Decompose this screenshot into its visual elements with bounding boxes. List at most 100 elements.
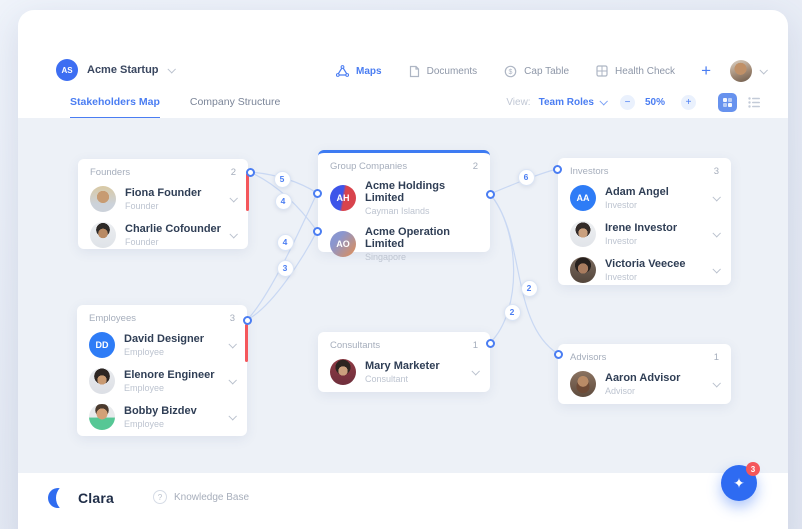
nav-maps-label: Maps [356,65,382,77]
member-row[interactable]: Charlie Cofounder Founder [78,217,248,253]
add-button[interactable]: + [701,61,711,80]
card-group-companies: Group Companies 2 AH Acme Holdings Limit… [318,150,490,262]
chevron-down-icon[interactable] [228,340,237,349]
nav-documents-label: Documents [426,65,478,77]
card-title: Group Companies [330,161,408,172]
member-row[interactable]: Bobby Bizdev Employee [77,399,247,435]
member-name: Bobby Bizdev [124,404,197,417]
card-advisors: Advisors 1 Aaron Advisor Advisor [558,344,731,404]
card-title: Consultants [330,340,381,351]
member-role: Cayman Islands [365,206,430,217]
knowledge-base-label: Knowledge Base [174,491,250,503]
card-title: Employees [89,313,136,324]
card-header: Founders 2 [78,159,248,181]
documents-icon [409,65,420,78]
connection-badge: 2 [503,303,521,321]
company-avatar: AH [330,185,356,212]
card-title: Advisors [570,352,607,363]
avatar-photo [570,371,596,397]
member-role: Employee [124,419,165,430]
member-row[interactable]: Victoria Veecee Investor [558,252,731,288]
connector-founders [245,167,255,177]
workspace-name: Acme Startup [87,64,159,76]
nav-health-check[interactable]: Health Check [589,65,682,77]
member-row[interactable]: Fiona Founder Founder [78,181,248,217]
avatar-photo [330,359,356,385]
workspace-switcher[interactable]: AS Acme Startup [56,58,176,82]
member-row[interactable]: Mary Marketer Consultant [318,354,490,390]
chevron-down-icon[interactable] [471,367,480,376]
tab-company-structure[interactable]: Company Structure [189,96,281,108]
card-header: Investors 3 [558,158,731,180]
chevron-down-icon [166,65,176,74]
member-name: Acme Operation Limited [365,226,450,251]
tab-bar: Stakeholders Map Company Structure [70,96,280,119]
svg-text:$: $ [509,69,513,76]
chevron-down-icon[interactable] [712,193,721,202]
chevron-down-icon[interactable] [229,194,238,203]
chevron-down-icon[interactable] [228,376,237,385]
connector-advisors [553,349,563,359]
member-row[interactable]: AO Acme Operation Limited Singapore [318,221,490,267]
zoom-in-button[interactable]: + [681,94,696,110]
connection-badge: 2 [520,279,538,297]
nav-cap-table[interactable]: $ Cap Table [497,65,576,78]
brand-name: Clara [78,490,115,506]
list-view-button[interactable] [745,93,764,112]
member-role: Employee [124,347,165,358]
user-menu[interactable] [730,60,768,82]
knowledge-base-link[interactable]: ? Knowledge Base [153,490,249,504]
member-row[interactable]: DD David Designer Employee [77,327,247,363]
view-selector[interactable]: Team Roles [538,96,608,108]
grid-icon [723,97,732,107]
card-count: 2 [230,167,236,178]
chevron-down-icon[interactable] [229,230,238,239]
assistant-fab-button[interactable]: ✦ 3 [721,462,760,501]
maps-icon [336,65,350,77]
card-count: 1 [713,352,719,363]
avatar-initials: AA [570,185,596,211]
connection-badge: 5 [273,170,291,188]
member-role: Investor [605,236,638,247]
chevron-down-icon[interactable] [712,229,721,238]
card-count: 3 [713,166,719,177]
chevron-down-icon[interactable] [228,412,237,421]
chevron-down-icon [599,97,608,106]
view-selector-value: Team Roles [538,96,594,108]
chevron-down-icon [759,66,768,75]
avatar-photo [90,222,116,248]
member-row[interactable]: AA Adam Angel Investor [558,180,731,216]
member-name: Elenore Engineer [124,368,215,381]
connection-badge: 6 [517,168,535,186]
nav-health-check-label: Health Check [615,65,676,77]
user-avatar [730,60,752,82]
top-nav: Maps Documents $ Cap Table Health Check [329,60,768,82]
member-row[interactable]: Elenore Engineer Employee [77,363,247,399]
map-view-button[interactable] [718,92,737,112]
member-name: Aaron Advisor [605,371,681,384]
connector-consultants [485,338,495,348]
card-title: Founders [90,167,131,178]
tab-stakeholders-map[interactable]: Stakeholders Map [70,96,160,119]
clara-logo-icon [48,488,68,508]
card-header: Group Companies 2 [318,153,490,175]
member-row[interactable]: AH Acme Holdings Limited Cayman Islands [318,175,490,221]
stakeholders-map-canvas[interactable]: Founders 2 Fiona Founder Founder Charlie … [18,118,788,473]
member-row[interactable]: Aaron Advisor Advisor [558,366,731,402]
connector-companies-right [485,189,495,199]
zoom-out-button[interactable]: − [619,94,635,110]
workspace-avatar: AS [56,59,78,81]
app-window: AS Acme Startup Maps Documents $ [18,10,788,529]
member-role: Investor [605,200,638,211]
nav-maps[interactable]: Maps [329,65,389,77]
member-name: Irene Investor [605,221,678,234]
card-investors: Investors 3 AA Adam Angel Investor Irene … [558,158,731,285]
card-header: Employees 3 [77,305,247,327]
avatar-photo [570,221,596,247]
member-row[interactable]: Irene Investor Investor [558,216,731,252]
chevron-down-icon[interactable] [712,379,721,388]
chevron-down-icon[interactable] [712,265,721,274]
card-founders: Founders 2 Fiona Founder Founder Charlie … [78,159,248,249]
list-icon [748,96,760,108]
nav-documents[interactable]: Documents [402,65,485,78]
